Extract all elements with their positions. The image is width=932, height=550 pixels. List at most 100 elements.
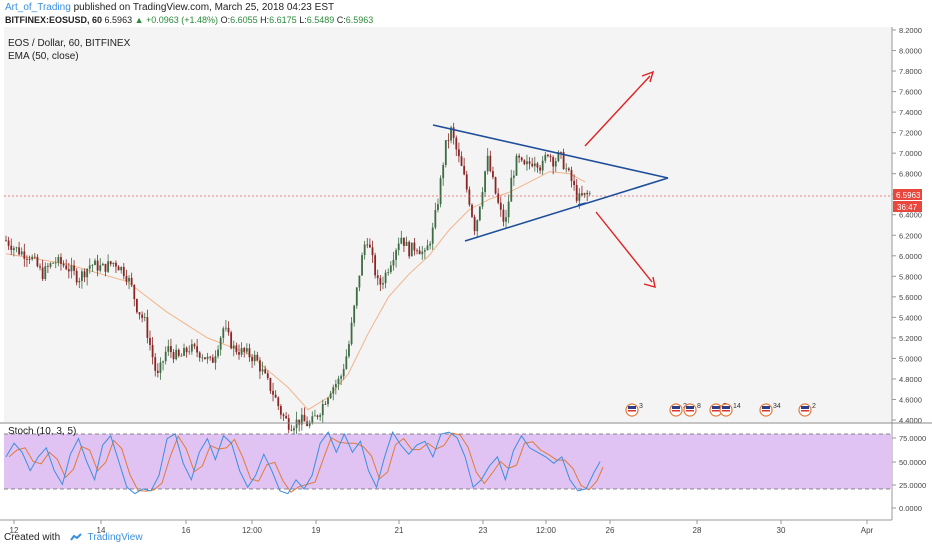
- event-flag[interactable]: 3: [625, 403, 643, 417]
- candle-up: [505, 217, 507, 222]
- stoch-legend[interactable]: Stoch (10, 3, 5): [8, 426, 77, 437]
- footer: Created with TradingView: [4, 532, 143, 543]
- candle-down: [10, 245, 13, 251]
- price-tick-label: 4.8000: [899, 375, 922, 384]
- candle-down: [528, 161, 531, 164]
- time-tick-label: 12:00: [536, 526, 557, 535]
- close-value: 6.5963: [345, 15, 374, 25]
- candle-down: [374, 255, 377, 276]
- stoch-k-line[interactable]: [5, 431, 601, 495]
- candle-up: [526, 161, 528, 165]
- event-flag[interactable]: 14: [719, 403, 741, 417]
- author-link[interactable]: Art_of_Trading: [5, 2, 71, 13]
- tradingview-brand[interactable]: TradingView: [87, 532, 143, 543]
- stoch-axis[interactable]: 75.0000 50.0000 25.0000 0.0000: [892, 434, 926, 513]
- candle-up: [240, 348, 243, 355]
- triangle-upper-line[interactable]: [432, 124, 669, 179]
- candle-down: [502, 209, 505, 222]
- candle-up: [541, 160, 544, 171]
- candle-down: [520, 157, 523, 161]
- price-tick-label: 6.4000: [899, 211, 922, 220]
- candle-up: [410, 242, 413, 257]
- candle-up: [57, 257, 60, 263]
- candle-up: [232, 345, 235, 349]
- candle-down: [298, 419, 301, 425]
- candle-up: [442, 164, 445, 179]
- stoch-band: [4, 434, 892, 489]
- bullish-arrow-line[interactable]: [584, 75, 651, 147]
- price-pane[interactable]: [4, 27, 892, 422]
- candle-up: [486, 155, 489, 172]
- candle-down: [452, 127, 455, 138]
- candle-down: [575, 185, 578, 201]
- candle-down: [413, 242, 416, 251]
- candle-up: [190, 344, 193, 352]
- time-axis[interactable]: 12 14 16 12:00 19 21 23 12:00 26 28 30 Apr: [10, 520, 874, 535]
- time-tick-label: 19: [312, 526, 321, 535]
- candle-down: [235, 345, 238, 353]
- triangle-lower-line[interactable]: [464, 177, 669, 242]
- candle-down: [492, 171, 494, 178]
- candle-down: [122, 266, 125, 276]
- candle-down: [408, 241, 411, 257]
- candle-down: [149, 337, 151, 345]
- event-flag[interactable]: 8: [683, 403, 701, 417]
- flag-stripe: [801, 406, 809, 409]
- candle-down: [196, 346, 199, 353]
- stoch-tick-label: 25.0000: [899, 481, 926, 490]
- ema-line[interactable]: [5, 171, 586, 411]
- candle-down: [23, 251, 26, 259]
- candle-down: [125, 275, 128, 282]
- candle-down: [230, 332, 233, 349]
- candle-up: [426, 245, 429, 251]
- publish-text: published on TradingView.com, March 25, …: [73, 2, 335, 13]
- candle-up: [476, 220, 479, 232]
- ticker[interactable]: BITFINEX:EOSUSD, 60: [5, 15, 103, 25]
- ohlc-line: BITFINEX:EOSUSD, 60 6.5963 ▲ +0.0963 (+1…: [5, 15, 373, 25]
- candle-up: [439, 178, 442, 205]
- symbol-legend[interactable]: EOS / Dollar, 60, BITFINEX: [8, 38, 131, 49]
- candle-down: [499, 202, 502, 210]
- candle-up: [101, 263, 104, 266]
- candle-down: [468, 189, 471, 205]
- flag-stripe: [722, 406, 730, 409]
- candle-up: [350, 322, 353, 345]
- candle-down: [523, 160, 526, 165]
- event-flag[interactable]: 2: [798, 403, 816, 417]
- candle-up: [91, 264, 94, 266]
- candle-down: [130, 277, 133, 285]
- bearish-arrow-line[interactable]: [595, 211, 653, 283]
- event-flag[interactable]: 34: [759, 403, 781, 417]
- flag-stripe: [672, 410, 680, 412]
- flag-stripe: [628, 410, 636, 412]
- candle-down: [26, 258, 28, 260]
- candle-down: [447, 140, 450, 141]
- ema-legend[interactable]: EMA (50, close): [8, 51, 79, 62]
- candle-down: [46, 266, 49, 267]
- stoch-tick-label: 50.0000: [899, 458, 926, 467]
- candle-down: [473, 216, 476, 232]
- candle-up: [261, 369, 264, 372]
- candle-down: [465, 174, 468, 190]
- candle-up: [175, 349, 178, 360]
- candle-up: [222, 328, 225, 338]
- candle-down: [62, 263, 65, 266]
- candle-down: [60, 257, 62, 264]
- cloud-logo-icon: [69, 533, 83, 541]
- economic-events[interactable]: 328514342: [625, 403, 816, 417]
- candle-down: [560, 152, 562, 153]
- candle-up: [423, 250, 426, 252]
- candle-up: [300, 414, 303, 425]
- flag-stripe: [686, 410, 694, 412]
- triangle-extension: [577, 202, 587, 206]
- candle-down: [416, 250, 418, 252]
- candle-down: [272, 390, 274, 395]
- candle-up: [120, 266, 123, 271]
- candle-down: [67, 269, 70, 272]
- price-axis[interactable]: 4.4000 4.6000 4.8000 5.0000 5.2000 5.4000 5.60…: [892, 26, 922, 425]
- candle-up: [358, 275, 361, 288]
- candle-up: [361, 255, 363, 276]
- time-tick-label: 26: [606, 526, 615, 535]
- candle-down: [274, 394, 277, 398]
- close-label: C:: [336, 15, 346, 25]
